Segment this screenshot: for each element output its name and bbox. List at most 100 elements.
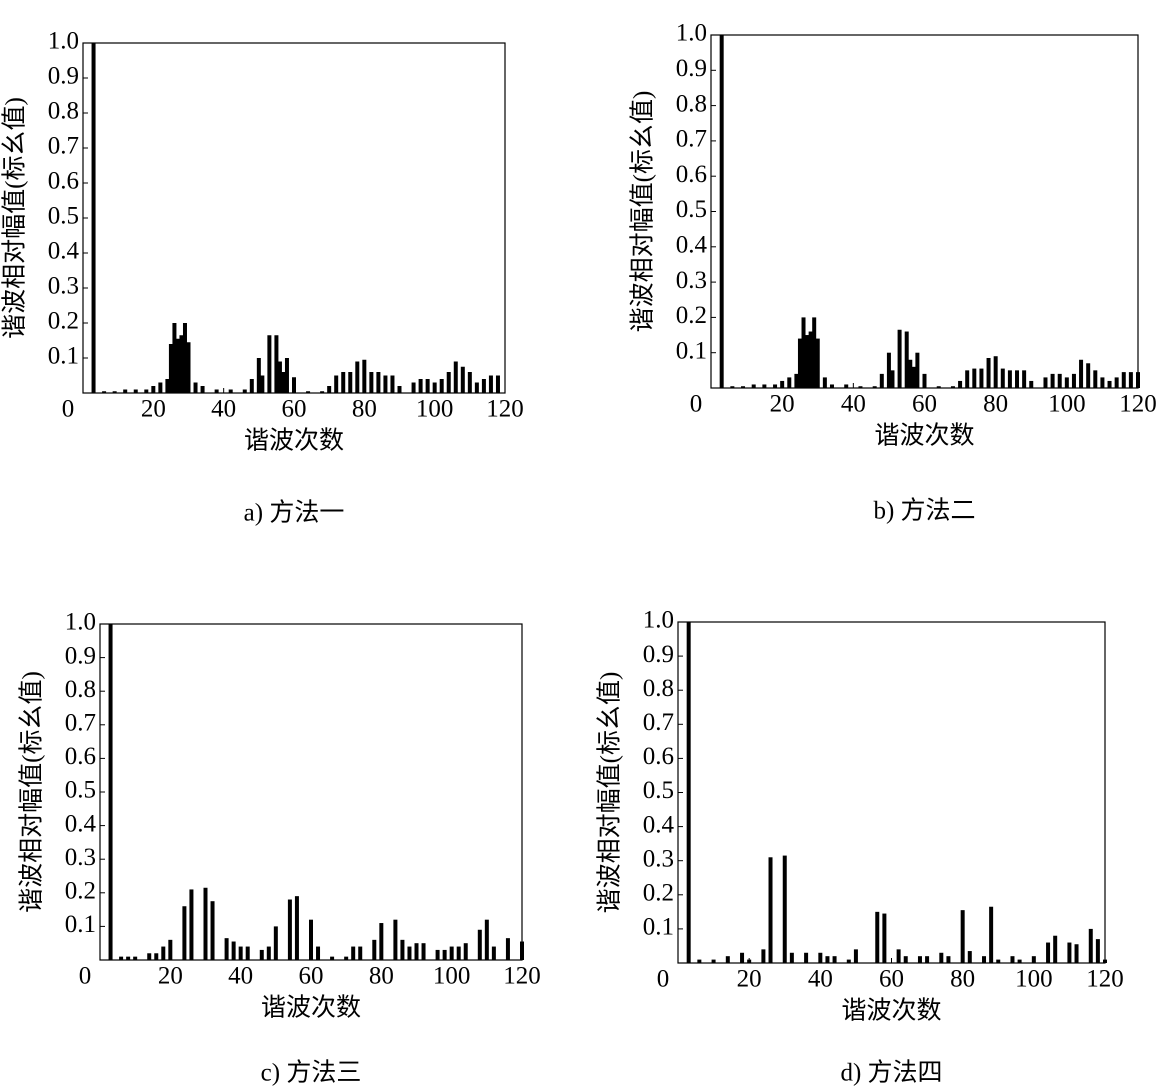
- bar: [1079, 359, 1084, 388]
- bar: [231, 941, 236, 960]
- bar: [711, 959, 716, 963]
- plot-frame: [82, 42, 506, 394]
- x-tick-label: 20: [737, 966, 762, 993]
- bar: [972, 368, 977, 388]
- bar: [815, 338, 820, 388]
- bar: [435, 949, 440, 960]
- bar: [911, 366, 916, 388]
- bar: [467, 372, 472, 393]
- bar: [751, 384, 756, 388]
- bar: [846, 959, 851, 963]
- bar: [1064, 377, 1069, 388]
- bar: [958, 380, 963, 388]
- bar: [133, 389, 138, 393]
- bar: [351, 946, 356, 960]
- bar: [369, 372, 374, 393]
- bar: [214, 389, 219, 393]
- bar: [946, 956, 951, 963]
- x-tick-label: 0: [690, 391, 703, 418]
- x-tick-label: 100: [1048, 391, 1086, 418]
- bar: [154, 953, 159, 960]
- bar: [260, 375, 265, 393]
- y-tick-label: 0.1: [676, 337, 707, 364]
- bar: [358, 946, 363, 960]
- bar: [989, 906, 994, 963]
- y-tick-label: 0.4: [48, 238, 80, 265]
- x-tick-label: 40: [228, 963, 253, 990]
- y-tick-label: 0.9: [65, 642, 96, 669]
- bar: [979, 368, 984, 388]
- bar: [306, 391, 311, 393]
- bar: [844, 384, 849, 388]
- bar: [1017, 959, 1022, 963]
- x-tick-label: 40: [841, 391, 866, 418]
- bar: [200, 386, 205, 393]
- bar: [797, 338, 802, 388]
- y-tick-label: 0.2: [65, 878, 96, 905]
- bar: [1107, 380, 1112, 388]
- y-tick-label: 0.4: [643, 811, 675, 838]
- y-tick-label: 0.5: [643, 777, 674, 804]
- bar: [789, 952, 794, 963]
- bar: [151, 386, 156, 393]
- x-tick-label: 80: [352, 396, 377, 423]
- bar: [348, 372, 353, 393]
- x-tick-label: 100: [416, 396, 454, 423]
- y-tick-label: 0.7: [48, 133, 79, 160]
- x-tick-label: 0: [657, 966, 670, 993]
- bar: [686, 622, 691, 963]
- bar: [112, 391, 117, 393]
- y-tick-label: 0.6: [65, 743, 96, 770]
- bar: [224, 938, 229, 960]
- bar: [908, 359, 913, 388]
- bar: [773, 384, 778, 388]
- y-tick-label: 0.7: [676, 126, 707, 153]
- bar: [432, 382, 437, 393]
- bar: [982, 956, 987, 963]
- bar: [182, 323, 187, 393]
- bar: [203, 887, 208, 960]
- y-tick-label: 0.9: [676, 55, 707, 82]
- y-tick-label: 0.6: [48, 168, 79, 195]
- bar: [168, 344, 173, 393]
- bar: [147, 953, 152, 960]
- y-tick-label: 0.5: [676, 196, 707, 223]
- bar: [421, 943, 426, 960]
- bar: [1100, 377, 1105, 388]
- bar: [1007, 370, 1012, 388]
- bar: [491, 946, 496, 960]
- bar: [463, 943, 468, 960]
- bar: [808, 331, 813, 388]
- bar: [1086, 363, 1091, 388]
- bar: [495, 375, 500, 393]
- bar: [780, 380, 785, 388]
- bar: [334, 375, 339, 393]
- bar: [1074, 944, 1079, 963]
- bar: [242, 389, 247, 393]
- bar: [316, 946, 321, 960]
- bar: [397, 386, 402, 393]
- bar: [172, 323, 177, 393]
- bar: [158, 382, 163, 393]
- x-tick-label: 80: [983, 391, 1008, 418]
- x-tick-label: 120: [1086, 966, 1124, 993]
- x-tick-label: 20: [770, 391, 795, 418]
- x-axis-label: 谐波次数: [874, 422, 974, 450]
- bar: [281, 372, 286, 393]
- y-tick-label: 0.3: [676, 267, 707, 294]
- bar: [505, 938, 510, 960]
- bar: [1136, 372, 1140, 388]
- y-tick-label: 0.2: [643, 880, 674, 907]
- y-axis-label: 谐波相对幅值(标幺值): [1, 97, 29, 339]
- y-tick-label: 0.9: [48, 63, 79, 90]
- y-tick-label: 0.6: [643, 743, 674, 770]
- y-tick-label: 0.2: [48, 308, 79, 335]
- x-tick-label: 20: [158, 963, 183, 990]
- y-tick-label: 0.8: [676, 90, 707, 117]
- bar: [228, 389, 233, 393]
- bar: [730, 386, 735, 388]
- bar: [460, 366, 465, 393]
- y-tick-label: 0.3: [65, 844, 96, 871]
- y-axis-label: 谐波相对幅值(标幺值): [18, 671, 46, 913]
